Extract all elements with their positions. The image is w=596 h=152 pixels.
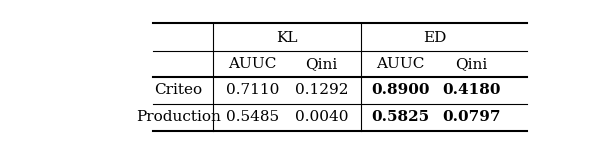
Text: AUUC: AUUC (376, 57, 424, 71)
Text: 0.5825: 0.5825 (371, 110, 429, 124)
Text: Criteo: Criteo (154, 83, 203, 97)
Text: Qini: Qini (455, 57, 488, 71)
Text: 0.0040: 0.0040 (295, 110, 349, 124)
Text: 0.1292: 0.1292 (295, 83, 349, 97)
Text: Qini: Qini (306, 57, 338, 71)
Text: 0.4180: 0.4180 (442, 83, 501, 97)
Text: 0.7110: 0.7110 (226, 83, 279, 97)
Text: KL: KL (276, 31, 298, 45)
Text: ED: ED (423, 31, 446, 45)
Text: 0.0797: 0.0797 (442, 110, 501, 124)
Text: AUUC: AUUC (228, 57, 277, 71)
Text: 0.8900: 0.8900 (371, 83, 429, 97)
Text: Production: Production (136, 110, 221, 124)
Text: 0.5485: 0.5485 (226, 110, 279, 124)
